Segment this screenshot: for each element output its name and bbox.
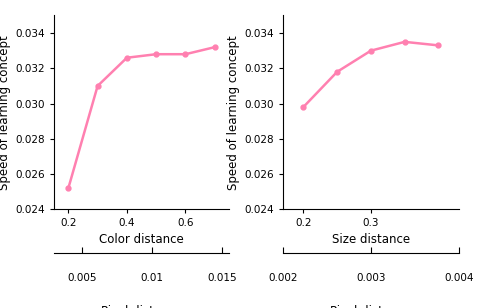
X-axis label: Pixel distance: Pixel distance: [101, 306, 182, 308]
X-axis label: Size distance: Size distance: [332, 233, 410, 246]
X-axis label: Color distance: Color distance: [99, 233, 184, 246]
Y-axis label: Speed of learning concept: Speed of learning concept: [227, 35, 240, 190]
Y-axis label: Speed of learning concept: Speed of learning concept: [0, 35, 11, 190]
X-axis label: Pixel distance: Pixel distance: [330, 306, 411, 308]
